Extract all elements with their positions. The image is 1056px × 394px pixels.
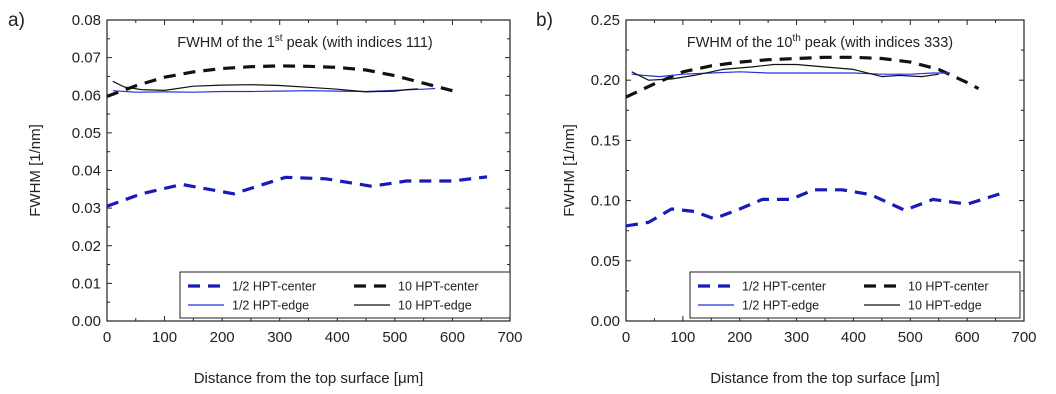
legend: 1/2 HPT-center 10 HPT-center 1/2 HPT-edge 1… <box>179 271 511 319</box>
x-tick-label: 700 <box>497 329 522 346</box>
x-tick-label: 300 <box>267 329 292 346</box>
panel-label: b) <box>536 10 553 31</box>
x-tick-label: 700 <box>1011 329 1036 346</box>
legend-box <box>179 271 511 319</box>
series-line-1-2-hpt-edge <box>112 87 436 93</box>
legend-label: 1/2 HPT-center <box>232 280 316 294</box>
chart-title-main: FWHM of the 10 <box>687 35 793 51</box>
legend-label: 10 HPT-edge <box>908 299 982 313</box>
x-tick-label: 600 <box>440 329 465 346</box>
x-tick-label: 100 <box>670 329 695 346</box>
legend-label: 10 HPT-center <box>908 280 989 294</box>
series-line-10-hpt-edge <box>631 63 939 81</box>
panel-label: a) <box>8 10 25 31</box>
y-axis-label: FWHM [1/nm] <box>27 124 44 217</box>
y-tick-label: 0.10 <box>591 193 620 210</box>
y-tick-label: 0.02 <box>72 238 101 255</box>
x-tick-label: 0 <box>103 329 111 346</box>
x-tick-label: 100 <box>152 329 177 346</box>
legend-label: 1/2 HPT-center <box>742 280 826 294</box>
y-tick-label: 0.05 <box>72 125 101 142</box>
series-line-10-hpt-edge <box>112 80 418 93</box>
series-line-10-hpt-center <box>106 64 453 98</box>
x-tick-label: 500 <box>898 329 923 346</box>
x-tick-label: 400 <box>325 329 350 346</box>
legend-box <box>689 271 1021 319</box>
chart-title: FWHM of the 10th peak (with indices 333) <box>687 33 953 51</box>
y-tick-label: 0.08 <box>72 12 101 29</box>
y-tick-label: 0.06 <box>72 87 101 104</box>
chart-panel-a: a) 0.00 0.01 0.02 0.03 0.04 0.05 0.06 0.07 0.08 0 1… <box>8 10 523 387</box>
chart-title-rest: peak (with indices 111) <box>283 35 433 51</box>
y-tick-label: 0.07 <box>72 50 101 67</box>
y-tick-label: 0.20 <box>591 72 620 89</box>
x-tick-label: 600 <box>955 329 980 346</box>
series-line-1-2-hpt-center <box>625 188 1002 228</box>
x-axis-label: Distance from the top surface [μm] <box>194 370 424 387</box>
chart-title: FWHM of the 1st peak (with indices 111) <box>177 33 432 51</box>
y-tick-label: 0.00 <box>591 313 620 330</box>
y-tick-label: 0.00 <box>72 313 101 330</box>
y-tick-label: 0.05 <box>591 253 620 270</box>
x-axis-label: Distance from the top surface [μm] <box>710 370 940 387</box>
chart-title-superscript: st <box>275 33 283 44</box>
x-tick-label: 200 <box>210 329 235 346</box>
legend-label: 10 HPT-center <box>398 280 479 294</box>
legend-label: 1/2 HPT-edge <box>742 299 819 313</box>
y-tick-label: 0.04 <box>72 163 101 180</box>
series-line-1-2-hpt-edge <box>631 71 951 78</box>
y-axis-label: FWHM [1/nm] <box>561 124 578 217</box>
legend-label: 1/2 HPT-edge <box>232 299 309 313</box>
chart-title-rest: peak (with indices 333) <box>801 35 953 51</box>
chart-panel-b: b) 0.00 0.05 0.10 0.15 0.20 0.25 0 100 200 300 400 5… <box>536 10 1037 387</box>
legend: 1/2 HPT-center 10 HPT-center 1/2 HPT-edge 1… <box>689 271 1021 319</box>
legend-label: 10 HPT-edge <box>398 299 472 313</box>
series-line-1-2-hpt-center <box>106 175 488 208</box>
chart-title-superscript: th <box>792 33 800 44</box>
y-tick-label: 0.15 <box>591 132 620 149</box>
x-tick-label: 200 <box>727 329 752 346</box>
chart-title-main: FWHM of the 1 <box>177 35 275 51</box>
x-tick-label: 0 <box>622 329 630 346</box>
y-tick-label: 0.25 <box>591 12 620 29</box>
x-tick-label: 300 <box>784 329 809 346</box>
y-tick-label: 0.03 <box>72 200 101 217</box>
series-line-10-hpt-center <box>625 55 980 99</box>
y-tick-label: 0.01 <box>72 275 101 292</box>
x-tick-label: 500 <box>382 329 407 346</box>
x-tick-label: 400 <box>841 329 866 346</box>
